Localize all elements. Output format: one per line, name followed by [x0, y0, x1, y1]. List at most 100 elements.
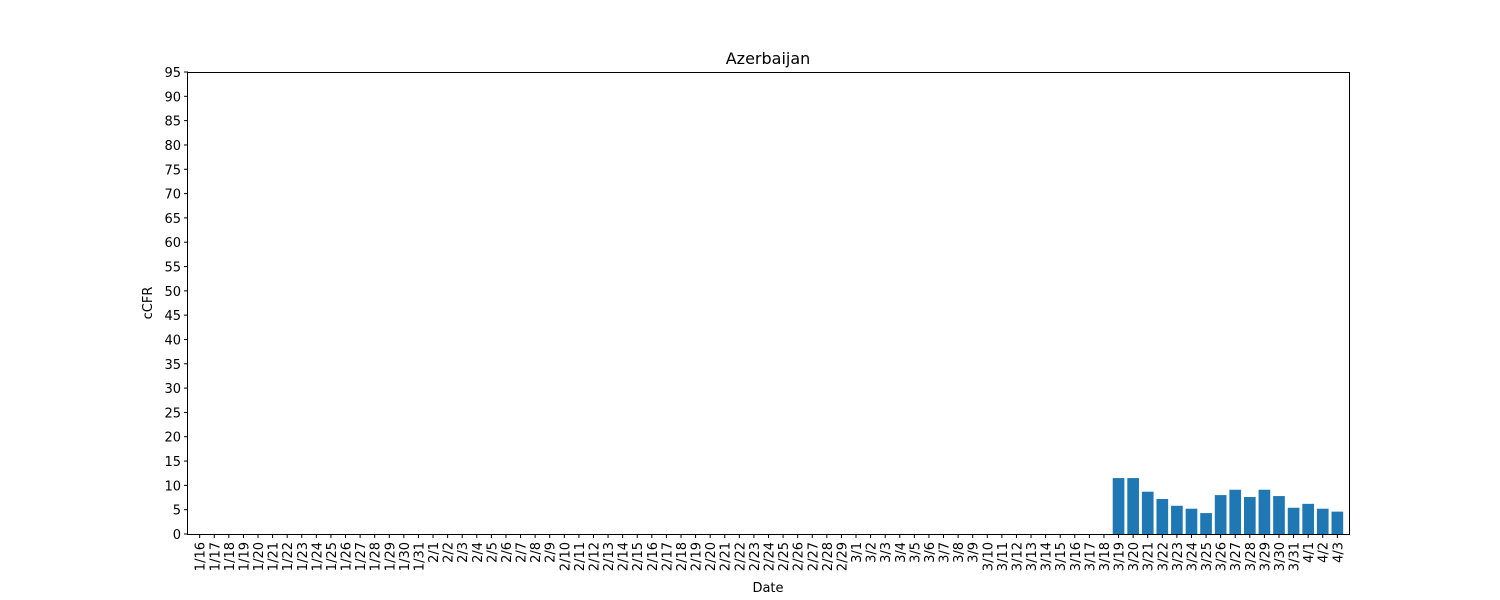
x-tick-label: 2/9 — [544, 542, 559, 563]
bar-3-25 — [1200, 513, 1212, 534]
x-tick-label: 1/26 — [340, 542, 355, 571]
x-tick-label: 2/2 — [442, 542, 457, 563]
bar-4-2 — [1316, 508, 1329, 534]
x-axis: 1/16 1/17 1/18 1/19 1/20 1/21 1/22 1/23 1/24 1/25… — [194, 534, 1346, 571]
bar-3-28 — [1243, 497, 1256, 534]
x-tick-label: 3/5 — [908, 542, 923, 563]
x-tick-label: 3/16 — [1069, 542, 1084, 571]
x-tick-label: 1/18 — [223, 542, 238, 571]
x-tick-label: 1/24 — [310, 542, 325, 571]
bar-4-3 — [1331, 511, 1344, 534]
bar-3-23 — [1171, 505, 1183, 534]
y-tick-label: 90 — [164, 90, 181, 105]
plot-frame — [187, 72, 1350, 535]
x-tick-label: 3/4 — [894, 542, 909, 563]
x-tick-label: 3/7 — [938, 542, 953, 563]
x-tick-label: 3/15 — [1054, 542, 1069, 571]
x-tick-label: 2/25 — [777, 542, 792, 571]
y-tick-label: 5 — [173, 504, 181, 519]
y-tick-label: 20 — [164, 431, 181, 446]
bar-3-20 — [1127, 478, 1139, 534]
x-tick-label: 2/28 — [821, 542, 836, 571]
x-tick-label: 1/29 — [383, 542, 398, 571]
x-tick-label: 3/13 — [1025, 542, 1040, 571]
x-tick-label: 1/16 — [194, 542, 209, 571]
bar-3-24 — [1185, 508, 1198, 534]
x-tick-label: 2/26 — [792, 542, 807, 571]
x-tick-label: 3/21 — [1142, 542, 1157, 571]
y-tick-label: 35 — [164, 358, 181, 373]
x-tick-label: 2/13 — [602, 542, 617, 571]
x-tick-label: 3/28 — [1244, 542, 1259, 571]
x-axis-label: Date — [752, 581, 783, 596]
x-tick-label: 3/31 — [1288, 542, 1303, 571]
x-tick-label: 2/5 — [485, 542, 500, 563]
bar-4-1 — [1302, 503, 1314, 534]
x-tick-label: 2/3 — [456, 542, 471, 563]
y-tick-label: 30 — [164, 382, 181, 397]
x-tick-label: 3/19 — [1113, 542, 1128, 571]
x-tick-label: 4/1 — [1302, 542, 1317, 563]
bar-3-22 — [1156, 498, 1169, 534]
x-tick-label: 3/17 — [1083, 542, 1098, 571]
bar-3-21 — [1141, 491, 1154, 534]
x-tick-label: 3/3 — [879, 542, 894, 563]
x-tick-label: 2/23 — [748, 542, 763, 571]
x-tick-label: 1/27 — [354, 542, 369, 571]
x-tick-label: 2/27 — [806, 542, 821, 571]
y-tick-label: 15 — [164, 455, 181, 470]
x-tick-label: 1/30 — [398, 542, 413, 571]
y-tick-label: 75 — [164, 163, 181, 178]
x-tick-label: 2/12 — [587, 542, 602, 571]
x-tick-label: 2/14 — [617, 542, 632, 571]
y-tick-label: 70 — [164, 188, 181, 203]
x-tick-label: 2/24 — [763, 542, 778, 571]
bar-3-30 — [1273, 496, 1285, 534]
x-tick-label: 2/19 — [690, 542, 705, 571]
y-tick-label: 65 — [164, 212, 181, 227]
x-tick-label: 4/2 — [1317, 542, 1332, 563]
y-tick-label: 95 — [164, 66, 181, 81]
x-tick-label: 3/8 — [952, 542, 967, 563]
x-tick-label: 3/11 — [996, 542, 1011, 571]
y-tick-label: 55 — [164, 261, 181, 276]
x-tick-label: 3/26 — [1215, 542, 1230, 571]
y-tick-label: 0 — [173, 528, 181, 543]
x-tick-label: 3/22 — [1156, 542, 1171, 571]
y-axis-label: cCFR — [141, 287, 156, 320]
y-tick-label: 60 — [164, 236, 181, 251]
x-tick-label: 3/20 — [1127, 542, 1142, 571]
bar-3-31 — [1287, 507, 1300, 534]
x-tick-label: 2/20 — [704, 542, 719, 571]
chart-title: Azerbaijan — [726, 49, 811, 68]
y-tick-label: 80 — [164, 139, 181, 154]
x-tick-label: 1/25 — [325, 542, 340, 571]
x-tick-label: 3/9 — [967, 542, 982, 563]
x-tick-label: 4/3 — [1331, 542, 1346, 563]
x-tick-label: 3/2 — [865, 542, 880, 563]
y-tick-label: 45 — [164, 309, 181, 324]
x-tick-label: 2/18 — [675, 542, 690, 571]
bar-3-27 — [1229, 489, 1242, 534]
x-tick-label: 2/7 — [515, 542, 530, 563]
x-tick-label: 3/18 — [1098, 542, 1113, 571]
y-axis: 0 5 10 15 20 25 30 35 40 45 50 55 60 65 70 75 80 85 90 95 — [164, 66, 188, 543]
x-tick-label: 2/1 — [427, 542, 442, 563]
x-tick-label: 3/14 — [1040, 542, 1055, 571]
y-tick-label: 40 — [164, 333, 181, 348]
y-tick-label: 85 — [164, 115, 181, 130]
x-tick-label: 2/16 — [646, 542, 661, 571]
x-tick-label: 2/11 — [573, 542, 588, 571]
x-tick-label: 1/22 — [281, 542, 296, 571]
x-tick-label: 2/29 — [835, 542, 850, 571]
x-tick-label: 3/30 — [1273, 542, 1288, 571]
y-tick-label: 50 — [164, 285, 181, 300]
x-tick-label: 2/10 — [558, 542, 573, 571]
bar-3-29 — [1258, 489, 1271, 534]
x-tick-label: 3/10 — [981, 542, 996, 571]
x-tick-label: 3/1 — [850, 542, 865, 563]
x-tick-label: 1/19 — [237, 542, 252, 571]
x-tick-label: 3/24 — [1185, 542, 1200, 571]
x-tick-label: 3/12 — [1010, 542, 1025, 571]
